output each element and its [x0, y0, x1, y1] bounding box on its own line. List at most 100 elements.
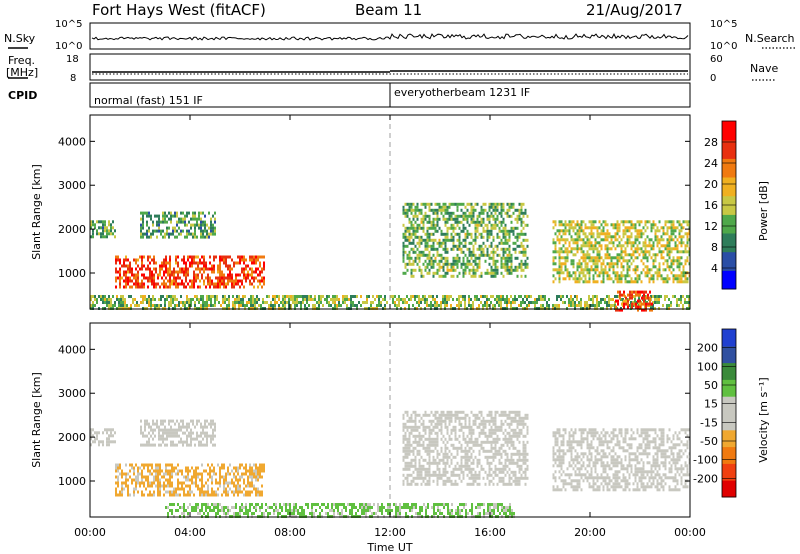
colorbar-tick-label: 16 — [704, 199, 718, 212]
data-cell — [656, 271, 659, 275]
data-cell — [185, 273, 187, 277]
data-cell — [439, 509, 441, 512]
data-cell — [164, 437, 166, 441]
data-cell — [502, 229, 505, 233]
data-cell — [500, 208, 503, 212]
data-cell — [406, 461, 409, 465]
data-cell — [408, 241, 411, 245]
data-cell — [92, 440, 94, 444]
data-cell — [410, 413, 413, 417]
data-cell — [149, 472, 151, 476]
data-cell — [214, 220, 216, 224]
data-cell — [140, 295, 142, 298]
data-cell — [357, 509, 359, 512]
data-cell — [206, 434, 208, 438]
data-cell — [489, 509, 491, 512]
data-cell — [166, 214, 168, 218]
data-cell — [436, 431, 439, 435]
data-cell — [198, 217, 200, 221]
data-cell — [392, 295, 394, 298]
data-cell — [444, 256, 447, 260]
data-cell — [430, 208, 433, 212]
data-cell — [280, 301, 282, 304]
data-cell — [402, 271, 405, 275]
data-cell — [676, 262, 679, 266]
data-cell — [129, 267, 131, 271]
data-cell — [217, 506, 219, 509]
data-cell — [526, 298, 528, 301]
data-cell — [574, 253, 577, 257]
data-cell — [206, 298, 208, 301]
data-cell — [177, 493, 179, 497]
data-cell — [259, 472, 261, 476]
data-cell — [474, 298, 476, 301]
data-cell — [418, 443, 421, 447]
data-cell — [299, 506, 301, 509]
data-cell — [408, 232, 411, 236]
data-cell — [608, 232, 611, 236]
data-cell — [424, 241, 427, 245]
data-cell — [175, 258, 177, 262]
data-cell — [408, 464, 411, 468]
data-cell — [165, 282, 167, 286]
data-cell — [484, 304, 486, 307]
data-cell — [546, 304, 548, 307]
data-cell — [520, 205, 523, 209]
data-cell — [630, 244, 633, 248]
data-cell — [486, 232, 489, 236]
data-cell — [462, 256, 465, 260]
data-cell — [102, 443, 104, 447]
data-cell — [568, 298, 570, 301]
data-cell — [416, 247, 419, 251]
data-cell — [245, 472, 247, 476]
data-cell — [451, 509, 453, 512]
data-cell — [610, 304, 612, 307]
data-cell — [199, 487, 201, 491]
data-cell — [639, 290, 641, 294]
data-cell — [486, 295, 488, 298]
data-cell — [632, 244, 635, 248]
data-cell — [227, 506, 229, 509]
data-cell — [616, 280, 619, 284]
data-cell — [143, 282, 145, 286]
data-cell — [630, 262, 633, 266]
data-cell — [412, 476, 415, 480]
data-cell — [586, 265, 589, 269]
data-cell — [630, 253, 633, 257]
data-cell — [125, 255, 127, 259]
data-cell — [631, 296, 633, 300]
data-cell — [452, 256, 455, 260]
data-cell — [231, 478, 233, 482]
data-cell — [184, 304, 186, 307]
data-cell — [350, 301, 352, 304]
data-cell — [448, 262, 451, 266]
data-cell — [249, 258, 251, 262]
data-cell — [426, 271, 429, 275]
data-cell — [106, 226, 108, 230]
data-cell — [644, 274, 647, 278]
data-cell — [406, 476, 409, 480]
data-cell — [404, 250, 407, 254]
data-cell — [110, 431, 112, 435]
data-cell — [143, 255, 145, 259]
data-cell — [628, 220, 631, 224]
data-cell — [606, 295, 608, 298]
data-cell — [157, 273, 159, 277]
data-cell — [480, 253, 483, 257]
data-cell — [366, 301, 368, 304]
data-cell — [416, 482, 419, 486]
data-cell — [410, 241, 413, 245]
data-cell — [474, 223, 477, 227]
data-cell — [526, 238, 529, 242]
data-cell — [630, 280, 633, 284]
data-cell — [627, 305, 629, 309]
data-cell — [436, 434, 439, 438]
data-cell — [586, 304, 588, 307]
data-cell — [426, 443, 429, 447]
data-cell — [632, 250, 635, 254]
data-cell — [654, 223, 657, 227]
data-cell — [580, 229, 583, 233]
data-cell — [207, 463, 209, 467]
data-cell — [308, 295, 310, 298]
